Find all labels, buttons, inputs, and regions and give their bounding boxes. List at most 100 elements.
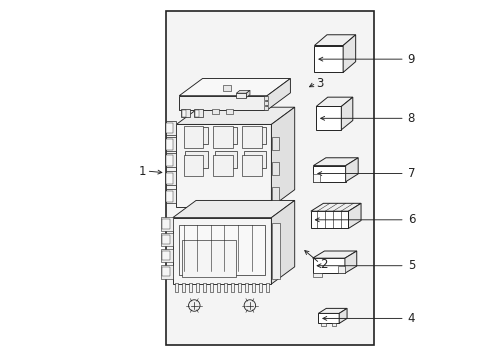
Polygon shape xyxy=(343,35,355,72)
Text: 5: 5 xyxy=(407,259,414,272)
Bar xyxy=(214,127,237,144)
Bar xyxy=(263,96,267,100)
Circle shape xyxy=(244,300,255,311)
Polygon shape xyxy=(314,35,355,45)
Bar xyxy=(338,266,344,273)
Bar xyxy=(182,283,184,292)
Text: 6: 6 xyxy=(407,213,414,226)
Bar xyxy=(166,155,173,166)
Bar xyxy=(175,283,178,292)
Polygon shape xyxy=(271,201,294,284)
Bar xyxy=(166,173,173,184)
Polygon shape xyxy=(339,309,346,323)
Polygon shape xyxy=(271,107,294,207)
Bar xyxy=(183,155,203,176)
Bar xyxy=(162,251,169,260)
Bar xyxy=(165,189,176,203)
Polygon shape xyxy=(312,258,344,273)
Polygon shape xyxy=(313,158,357,166)
Bar xyxy=(224,283,226,292)
Polygon shape xyxy=(179,78,290,96)
Bar xyxy=(312,273,321,277)
Polygon shape xyxy=(348,203,360,228)
Circle shape xyxy=(188,300,200,311)
Text: 2: 2 xyxy=(319,258,326,271)
Polygon shape xyxy=(246,90,249,98)
Bar xyxy=(185,127,207,144)
Bar xyxy=(182,110,185,117)
Text: 9: 9 xyxy=(407,53,414,66)
Text: 7: 7 xyxy=(407,167,414,180)
Bar xyxy=(161,249,172,262)
Bar xyxy=(165,137,176,151)
Polygon shape xyxy=(176,107,294,125)
Bar xyxy=(182,240,236,277)
Polygon shape xyxy=(236,93,246,98)
Bar xyxy=(162,267,169,276)
Bar xyxy=(166,123,173,134)
Bar xyxy=(245,283,247,292)
Bar xyxy=(242,155,262,176)
Polygon shape xyxy=(310,211,348,228)
Bar xyxy=(165,12,373,345)
Bar xyxy=(161,265,172,279)
Bar xyxy=(212,155,232,176)
Bar xyxy=(183,126,203,148)
Text: 3: 3 xyxy=(316,77,323,90)
Bar xyxy=(313,174,319,182)
Bar xyxy=(195,110,198,117)
Bar xyxy=(214,150,237,168)
Bar xyxy=(185,150,207,168)
Polygon shape xyxy=(345,158,357,182)
Bar xyxy=(181,109,190,117)
Polygon shape xyxy=(316,107,341,130)
Bar xyxy=(244,150,266,168)
Bar xyxy=(161,217,172,231)
Polygon shape xyxy=(316,97,352,107)
Polygon shape xyxy=(236,90,249,93)
Bar xyxy=(162,235,169,244)
Polygon shape xyxy=(313,166,345,182)
Bar xyxy=(166,191,173,202)
Polygon shape xyxy=(344,251,356,273)
Bar xyxy=(271,223,280,279)
Polygon shape xyxy=(318,314,339,323)
Polygon shape xyxy=(310,203,360,211)
Bar xyxy=(271,162,278,175)
Bar xyxy=(244,127,266,144)
Bar xyxy=(193,109,202,117)
Bar xyxy=(263,107,267,110)
Polygon shape xyxy=(312,251,356,258)
Polygon shape xyxy=(266,78,290,110)
Bar xyxy=(271,137,278,149)
Bar xyxy=(211,109,218,114)
Polygon shape xyxy=(176,125,271,207)
Bar xyxy=(162,220,169,229)
Bar xyxy=(223,85,230,91)
Polygon shape xyxy=(179,96,266,110)
Bar xyxy=(196,283,199,292)
Text: 4: 4 xyxy=(407,312,414,325)
Bar xyxy=(225,109,233,114)
Bar xyxy=(266,283,269,292)
Text: 1: 1 xyxy=(138,165,145,177)
Bar xyxy=(271,187,278,200)
Bar xyxy=(165,153,176,167)
Polygon shape xyxy=(318,309,346,314)
Bar xyxy=(242,126,262,148)
Bar xyxy=(165,171,176,185)
Bar xyxy=(331,323,336,326)
Bar xyxy=(179,225,264,275)
Bar xyxy=(217,283,220,292)
Bar xyxy=(231,283,234,292)
Bar xyxy=(165,121,176,135)
Bar xyxy=(166,139,173,149)
Bar xyxy=(259,283,262,292)
Bar xyxy=(203,283,205,292)
Bar xyxy=(161,233,172,246)
Bar xyxy=(321,323,325,326)
Bar xyxy=(238,283,241,292)
Bar xyxy=(252,283,255,292)
Text: 8: 8 xyxy=(407,112,414,125)
Bar xyxy=(212,126,232,148)
